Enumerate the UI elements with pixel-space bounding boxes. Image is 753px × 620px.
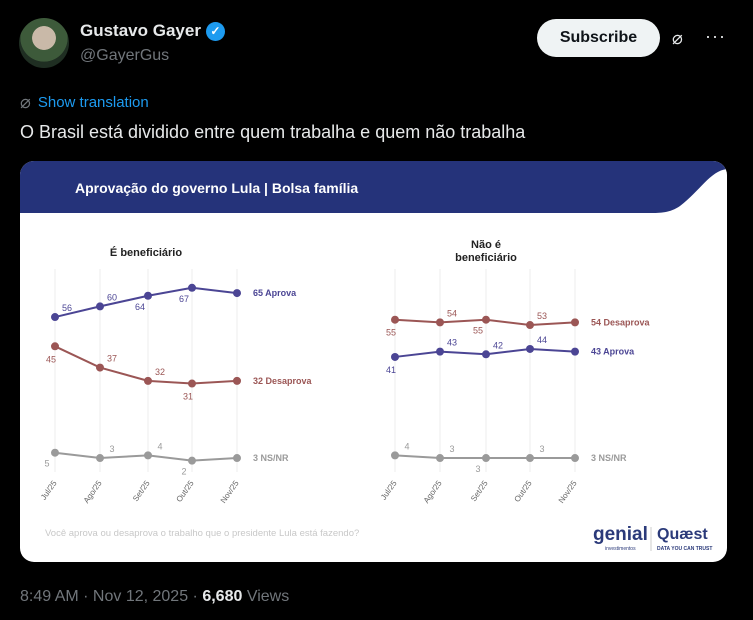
data-point <box>188 283 196 292</box>
chart-header-title: Aprovação do governo Lula | Bolsa famíli… <box>75 180 358 196</box>
x-tick-label: Nov/25 <box>557 479 579 505</box>
series-end-label: 54 Desaprova <box>591 317 651 327</box>
x-tick-label: Set/25 <box>469 479 490 504</box>
data-label: 32 <box>155 367 165 377</box>
data-label: 43 <box>447 338 457 348</box>
chart-header-band <box>20 161 727 213</box>
data-label: 55 <box>386 328 396 338</box>
show-translation-link[interactable]: ⌀ Show translation <box>20 92 149 112</box>
data-point <box>571 318 579 327</box>
data-point <box>482 350 490 359</box>
data-label: 45 <box>46 354 56 364</box>
author-handle[interactable]: @GayerGus <box>80 47 170 64</box>
data-point <box>482 315 490 324</box>
data-point <box>51 448 59 457</box>
quaest-logo: Quæst DATA YOU CAN TRUST <box>657 526 712 552</box>
svg-text:DATA YOU CAN TRUST: DATA YOU CAN TRUST <box>657 546 712 552</box>
data-label: 53 <box>537 311 547 321</box>
x-tick-label: Jul/25 <box>39 479 59 502</box>
data-label: 60 <box>107 292 117 302</box>
panel-title: É beneficiário <box>110 246 182 259</box>
x-tick-label: Out/25 <box>174 479 195 504</box>
data-label: 5 <box>44 459 49 469</box>
data-label: 55 <box>473 326 483 336</box>
data-label: 3 <box>539 444 544 454</box>
data-point <box>144 291 152 300</box>
series-end-label: 43 Aprova <box>591 347 635 357</box>
grok-icon[interactable]: ⌀ <box>672 28 683 48</box>
data-label: 54 <box>447 308 457 318</box>
x-tick-label: Nov/25 <box>219 479 241 505</box>
data-label: 3 <box>475 464 480 474</box>
data-point <box>51 342 59 351</box>
x-tick-label: Ago/25 <box>422 479 444 505</box>
avatar[interactable] <box>19 18 69 68</box>
data-point <box>571 454 579 463</box>
data-label: 4 <box>404 441 409 451</box>
data-label: 56 <box>62 303 72 313</box>
data-point <box>51 313 59 322</box>
svg-text:Quæst: Quæst <box>657 526 708 543</box>
chart-svg: Aprovação do governo Lula | Bolsa famíli… <box>20 161 727 552</box>
series-line-aprova <box>54 286 238 319</box>
data-label: 67 <box>179 294 189 304</box>
more-options-icon[interactable]: ··· <box>705 26 726 46</box>
panel-title: Não é beneficiário <box>455 239 517 264</box>
data-point <box>482 454 490 463</box>
x-tick-label: Out/25 <box>512 479 533 504</box>
verified-badge-icon: ✓ <box>205 21 225 41</box>
data-point <box>233 376 241 385</box>
x-tick-label: Ago/25 <box>82 479 104 505</box>
data-point <box>96 302 104 311</box>
data-point <box>233 454 241 463</box>
data-point <box>526 454 534 463</box>
translate-icon: ⌀ <box>20 92 31 112</box>
data-label: 42 <box>493 340 503 350</box>
data-point <box>571 347 579 356</box>
data-point <box>436 454 444 463</box>
data-point <box>144 376 152 385</box>
data-label: 37 <box>107 354 117 364</box>
data-label: 3 <box>109 444 114 454</box>
series-end-label: 3 NS/NR <box>253 453 289 463</box>
data-point <box>233 289 241 298</box>
data-point <box>188 379 196 388</box>
data-label: 44 <box>537 335 547 345</box>
data-point <box>526 321 534 330</box>
data-label: 2 <box>181 467 186 477</box>
x-tick-label: Jul/25 <box>379 479 399 502</box>
data-label: 4 <box>157 441 162 451</box>
author-name[interactable]: Gustavo Gayer ✓ <box>80 21 225 41</box>
data-point <box>436 318 444 327</box>
views-count: 6,680 <box>202 588 243 605</box>
tweet-text: O Brasil está dividido entre quem trabal… <box>20 122 526 142</box>
x-tick-label: Set/25 <box>131 479 152 504</box>
data-point <box>96 363 104 372</box>
data-point <box>96 454 104 463</box>
data-point <box>391 315 399 324</box>
data-point <box>144 451 152 460</box>
data-point <box>526 344 534 353</box>
chart-question: Você aprova ou desaprova o trabalho que … <box>45 528 359 539</box>
svg-text:investimentos: investimentos <box>605 546 636 552</box>
data-label: 64 <box>135 302 145 312</box>
series-end-label: 3 NS/NR <box>591 453 627 463</box>
genial-logo: genial investimentos <box>593 524 648 552</box>
series-end-label: 32 Desaprova <box>253 376 313 386</box>
chart-image[interactable]: Aprovação do governo Lula | Bolsa famíli… <box>20 161 727 562</box>
svg-text:genial: genial <box>593 524 648 545</box>
subscribe-button[interactable]: Subscribe <box>537 19 660 57</box>
data-point <box>436 347 444 356</box>
data-label: 41 <box>386 365 396 375</box>
data-label: 3 <box>449 444 454 454</box>
data-point <box>188 456 196 465</box>
data-point <box>391 451 399 460</box>
tweet-meta: 8:49 AM · Nov 12, 2025 · 6,680 Views <box>20 588 290 605</box>
data-point <box>391 352 399 361</box>
series-end-label: 65 Aprova <box>253 288 297 298</box>
data-label: 31 <box>183 392 193 402</box>
